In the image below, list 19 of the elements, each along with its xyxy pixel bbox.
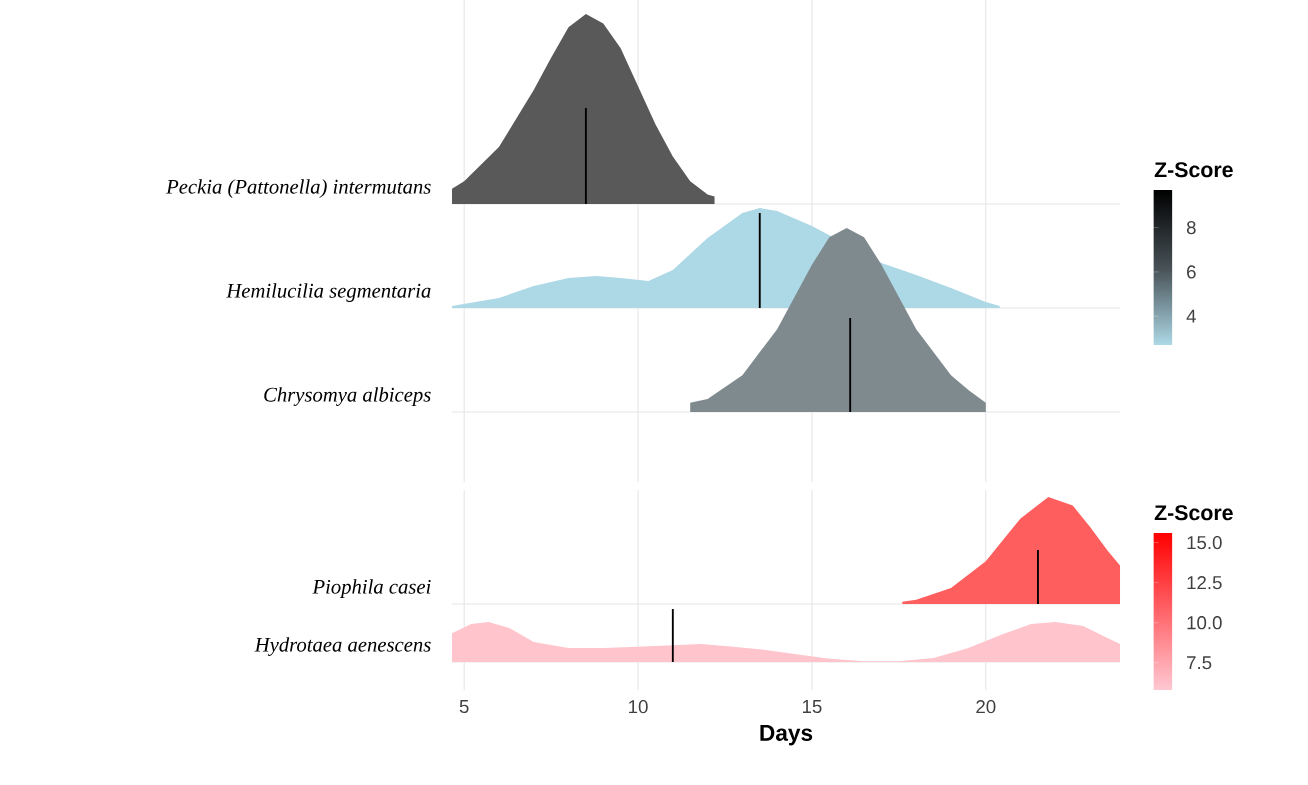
x-tick-label: 15: [802, 700, 822, 714]
color-bar-title: Z-Score: [1154, 505, 1233, 521]
x-tick-label: 5: [459, 700, 469, 714]
x-tick-label: 20: [976, 700, 996, 714]
y-axis-title: Hemilucilia segmentaria: [226, 283, 431, 302]
color-bar-label: 12.5: [1187, 576, 1222, 590]
color-bar-label: 8: [1186, 221, 1196, 235]
color-bar-label: 15.0: [1187, 535, 1222, 550]
color-bar-label: 4: [1186, 309, 1196, 323]
y-axis-title: Chrysomya albiceps: [264, 387, 431, 406]
color-bar-label: 6: [1187, 265, 1196, 279]
y-axis-title: Piophila casei: [312, 579, 431, 598]
color-bar-label: 10.0: [1187, 616, 1222, 630]
color-bar-title: Z-Score: [1154, 162, 1233, 178]
x-tick-label: 10: [629, 700, 648, 714]
y-axis-title: Hydrotaea aenescens: [254, 637, 431, 656]
x-axis-title: Days: [760, 725, 813, 746]
y-axis-title: Peckia (Pattonella) intermutans: [166, 179, 431, 198]
color-bar-label: 7.5: [1187, 656, 1212, 670]
